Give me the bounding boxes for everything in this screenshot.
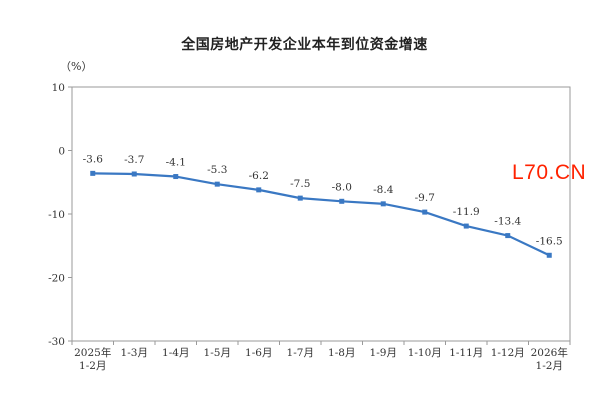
x-tick-label: 1-10月 [408, 347, 442, 359]
plot-frame [71, 86, 571, 342]
y-tick-label: 0 [58, 146, 65, 158]
x-tick-label: 1-3月 [121, 347, 148, 359]
data-label: -3.7 [124, 154, 144, 166]
data-point-marker [380, 201, 386, 207]
watermark-text: L70.CN [512, 161, 587, 184]
data-label: -9.7 [415, 192, 435, 204]
data-label: -3.6 [83, 153, 104, 165]
x-tick-label: 1-12月 [491, 347, 525, 359]
data-label: -8.0 [332, 181, 352, 193]
y-tick-label: -10 [48, 209, 65, 221]
data-point-marker [173, 174, 179, 180]
data-label: -13.4 [494, 216, 521, 228]
data-point-marker [131, 171, 137, 177]
data-label: -16.5 [536, 235, 563, 247]
x-tick-label: 1-2月 [536, 360, 563, 372]
x-tick-label: 1-11月 [449, 347, 483, 359]
x-tick-label: 1-4月 [162, 347, 189, 359]
data-point-marker [546, 252, 552, 258]
data-label: -6.2 [249, 170, 269, 182]
y-axis-unit-label: （%） [60, 60, 93, 73]
data-label: -11.9 [453, 206, 480, 218]
data-point-marker [297, 195, 303, 201]
x-tick-label: 1-5月 [204, 347, 231, 359]
data-label: -4.1 [166, 157, 186, 169]
x-tick-label: 1-6月 [245, 347, 272, 359]
x-tick-label: 2026年 [531, 346, 568, 359]
data-label: -8.4 [373, 184, 394, 196]
data-point-marker [422, 209, 428, 215]
data-point-marker [90, 170, 96, 176]
x-tick-label: 1-9月 [370, 347, 397, 359]
chart-title: 全国房地产开发企业本年到位资金增速 [181, 37, 428, 53]
data-point-marker [339, 198, 345, 204]
x-tick-label: 2025年 [74, 346, 111, 359]
data-point-marker [463, 223, 469, 229]
x-tick-label: 1-2月 [79, 360, 106, 372]
series-line [92, 172, 550, 257]
y-tick-label: -30 [48, 336, 65, 348]
x-tick-label: 1-7月 [287, 347, 314, 359]
y-tick-label: 10 [52, 82, 65, 94]
data-point-marker [214, 181, 220, 187]
data-point-marker [505, 233, 511, 239]
data-label: -5.3 [207, 164, 227, 176]
data-label: -7.5 [290, 178, 310, 190]
y-tick-label: -20 [48, 273, 65, 285]
data-point-marker [256, 187, 262, 193]
x-tick-label: 1-8月 [328, 347, 355, 359]
